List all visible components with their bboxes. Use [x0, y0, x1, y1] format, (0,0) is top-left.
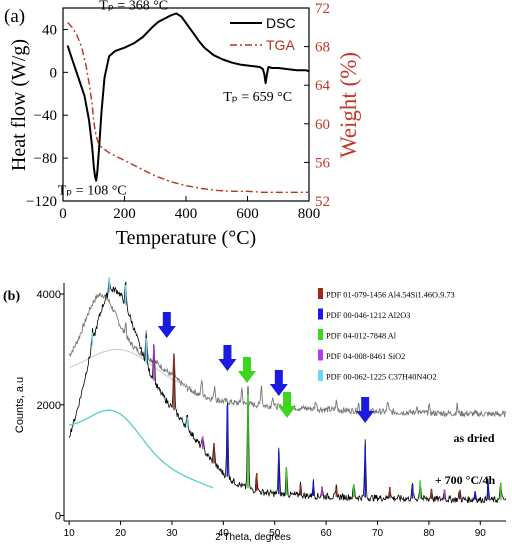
legend-swatch: [318, 308, 323, 320]
y2-tick-label: 52: [315, 194, 330, 210]
x-tick-label: 50: [269, 528, 281, 539]
legend-label: PDF 04-012-7848 Al: [326, 332, 397, 341]
annotation-peak: Tₚ = 368 °C: [99, 0, 168, 13]
y-tick-label: −80: [34, 151, 57, 167]
x-tick-label: 200: [113, 206, 136, 222]
y-tick-label: −40: [34, 108, 57, 124]
y2-tick-label: 64: [315, 78, 331, 94]
annotation-peak: Tₚ = 108 °C: [58, 184, 127, 199]
panel-a-y2label: Weight (%): [336, 52, 361, 158]
panel-b-legend: PDF 01-079-1456 Al4.54Si1.46O.9.73 PDF 00…: [318, 288, 455, 382]
x-tick-label: 30: [166, 528, 178, 539]
x-tick-label: 600: [236, 206, 259, 222]
legend-dsc-label: DSC: [266, 15, 296, 31]
x-tick-label: 800: [298, 206, 321, 222]
y-tick-label: 4000: [37, 289, 61, 301]
x-tick-label: 40: [218, 528, 230, 539]
panel-a-series: [66, 12, 310, 194]
legend-label: PDF 00-062-1225 C37H40N4O2: [326, 373, 437, 382]
calcined-line: [68, 277, 507, 504]
x-tick-label: 90: [475, 528, 487, 539]
panel-a-legend: DSC TGA: [230, 15, 296, 53]
y2-tick-label: 56: [315, 155, 331, 171]
x-tick-label: 10: [64, 528, 76, 539]
peak-arrow: [218, 345, 237, 371]
peak-arrow: [237, 357, 256, 383]
panel-b: (b) 10 20 30 40 50 60 70 80 90 0 2000 4000 PDF 01-0…: [3, 277, 507, 543]
panel-b-xlabel: 2 Theta, degrees: [215, 532, 290, 543]
x-tick-label: 60: [321, 528, 333, 539]
legend-label: PDF 04-008-8461 SiO2: [326, 352, 405, 361]
panel-a-label: (a): [4, 6, 25, 27]
peak-arrow: [269, 370, 288, 396]
panel-a-xlabel: Temperature (°C): [116, 227, 256, 249]
legend-label: PDF 01-079-1456 Al4.54Si1.46O.9.73: [326, 291, 455, 300]
y-tick-label: 0: [55, 510, 61, 522]
peak-arrow: [157, 312, 176, 338]
tga-line: [67, 22, 309, 194]
x-tick-label: 0: [59, 206, 67, 222]
panel-a-ticks: 0 200 400 600 800 −120 −80 −40 0 40 52 56 60 64 68 72: [26, 1, 330, 222]
dsc-line: [66, 12, 310, 182]
x-tick-label: 70: [372, 528, 384, 539]
panel-b-ylabel: Counts, a.u: [14, 377, 26, 433]
x-tick-label: 20: [115, 528, 127, 539]
y2-tick-label: 60: [315, 117, 330, 133]
legend-label: PDF 00-046-1212 Al2O3: [326, 311, 410, 320]
y2-tick-label: 72: [315, 1, 330, 17]
label-as-dried: as dried: [453, 431, 494, 445]
y-tick-label: 40: [42, 22, 57, 38]
y-tick-label: 0: [50, 65, 58, 81]
panel-b-arrows: [157, 312, 375, 423]
panel-a-annotations: Tₚ = 368 °C Tₚ = 659 °C Tₚ = 108 °C: [58, 0, 292, 199]
legend-swatch: [318, 370, 323, 381]
panel-a: (a) 0 200 400 600 800 −120 −80 −40 0 40 52 56 60 64 68…: [4, 0, 361, 249]
x-tick-label: 80: [423, 528, 435, 539]
legend-tga-label: TGA: [266, 37, 295, 53]
calcined-background: [69, 409, 214, 489]
legend-swatch: [318, 288, 323, 299]
y-tick-label: 2000: [37, 400, 61, 412]
x-tick-label: 400: [175, 206, 198, 222]
annotation-peak: Tₚ = 659 °C: [223, 90, 292, 105]
legend-swatch: [318, 329, 323, 340]
y2-tick-label: 68: [315, 40, 330, 56]
panel-b-label: (b): [3, 289, 20, 304]
peak-arrow: [278, 392, 297, 418]
peak-arrow: [356, 397, 375, 423]
panel-b-series: [68, 277, 507, 504]
panel-a-ylabel: Heat flow (W/g): [8, 39, 30, 171]
panel-b-axes: 10 20 30 40 50 60 70 80 90 0 2000 4000: [37, 283, 506, 539]
label-700c: + 700 °C/4h: [435, 473, 496, 487]
y-tick-label: −120: [26, 194, 57, 210]
legend-swatch: [318, 349, 323, 361]
